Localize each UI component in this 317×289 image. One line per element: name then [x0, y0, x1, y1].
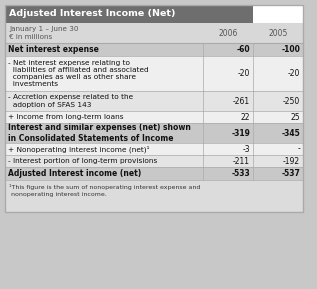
- Text: -20: -20: [288, 69, 300, 78]
- Bar: [5, 155, 303, 167]
- Bar: [5, 111, 303, 123]
- Bar: [5, 123, 303, 143]
- Bar: [5, 5, 253, 23]
- Text: - Interest portion of long-term provisions: - Interest portion of long-term provisio…: [8, 158, 157, 164]
- Text: Adjusted Interest Income (Net): Adjusted Interest Income (Net): [9, 10, 176, 18]
- Text: 25: 25: [290, 112, 300, 121]
- Bar: [5, 56, 303, 91]
- Bar: [5, 23, 303, 43]
- Text: ¹This figure is the sum of nonoperating interest expense and
 nonoperating inter: ¹This figure is the sum of nonoperating …: [9, 184, 200, 197]
- Text: -345: -345: [281, 129, 300, 138]
- Text: -250: -250: [283, 97, 300, 105]
- Text: 22: 22: [241, 112, 250, 121]
- Text: -533: -533: [231, 169, 250, 178]
- Text: -537: -537: [281, 169, 300, 178]
- Text: -319: -319: [231, 129, 250, 138]
- Bar: [5, 91, 303, 111]
- Text: + Nonoperating interest income (net)¹: + Nonoperating interest income (net)¹: [8, 145, 150, 153]
- Text: Interest and similar expenses (net) shown
in Consolidated Statements of Income: Interest and similar expenses (net) show…: [8, 123, 191, 143]
- Text: -: -: [297, 144, 300, 153]
- Bar: [253, 5, 303, 23]
- Text: -20: -20: [238, 69, 250, 78]
- Bar: [5, 5, 303, 212]
- Text: -211: -211: [233, 157, 250, 166]
- Bar: [5, 180, 303, 212]
- Text: -261: -261: [233, 97, 250, 105]
- Text: -60: -60: [236, 45, 250, 54]
- Text: + Income from long-term loans: + Income from long-term loans: [8, 114, 124, 120]
- Bar: [5, 43, 303, 56]
- Text: -100: -100: [281, 45, 300, 54]
- Text: 2005: 2005: [268, 29, 288, 38]
- Text: January 1 – June 30: January 1 – June 30: [9, 26, 79, 32]
- Text: € in millions: € in millions: [9, 34, 52, 40]
- Bar: [5, 143, 303, 155]
- Text: -192: -192: [283, 157, 300, 166]
- Text: Net interest expense: Net interest expense: [8, 45, 99, 54]
- Text: 2006: 2006: [218, 29, 238, 38]
- Text: Adjusted Interest income (net): Adjusted Interest income (net): [8, 169, 141, 178]
- Bar: [5, 167, 303, 180]
- Text: - Net interest expense relating to
  liabilities of affiliated and associated
  : - Net interest expense relating to liabi…: [8, 60, 149, 87]
- Text: - Accretion expense related to the
  adoption of SFAS 143: - Accretion expense related to the adopt…: [8, 95, 133, 108]
- Text: -3: -3: [243, 144, 250, 153]
